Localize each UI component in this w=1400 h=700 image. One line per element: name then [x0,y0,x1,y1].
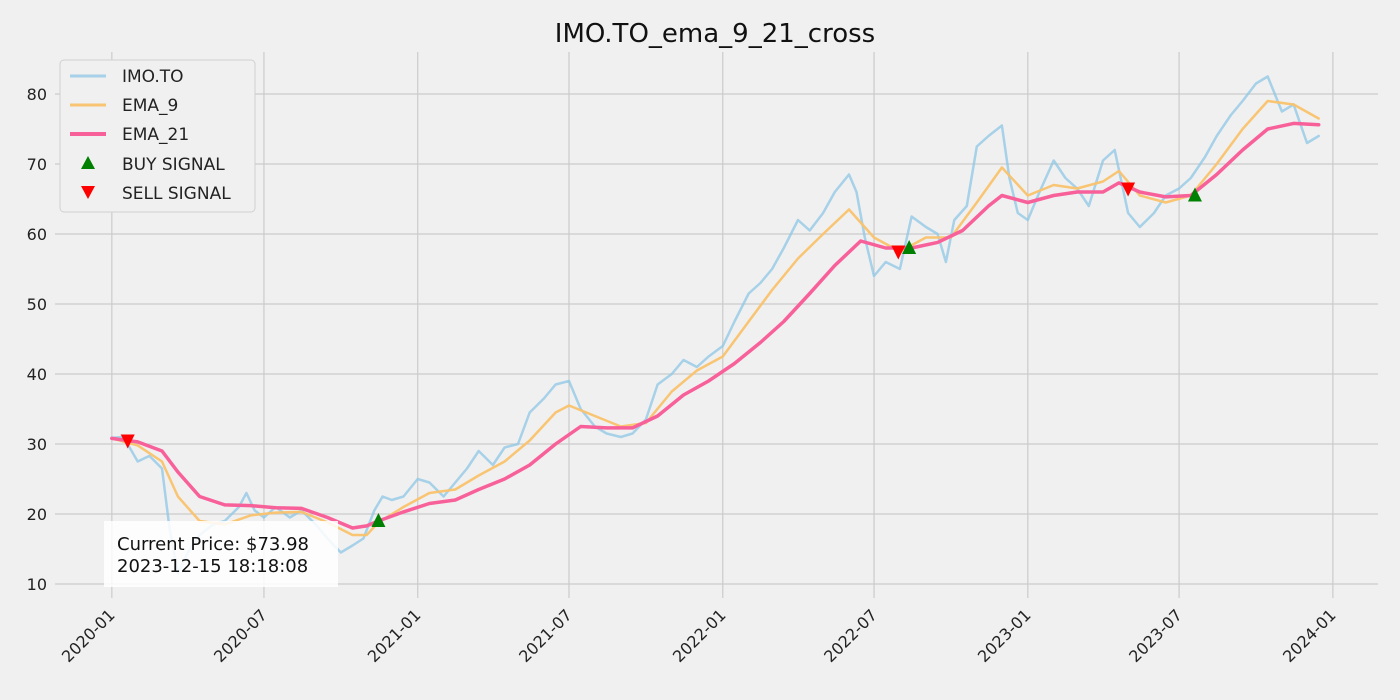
current-price-annotation: Current Price: $73.98 2023-12-15 18:18:0… [104,521,338,587]
y-tick-label: 20 [27,505,47,524]
legend-box [59,59,256,213]
buy-signal-marker [902,240,917,254]
legend: IMO.TO EMA_9 EMA_21 BUY SIGNAL SELL SIGN… [59,59,256,213]
legend-label-sell: SELL SIGNAL [122,184,231,204]
sell-signal-marker [120,434,135,449]
y-axis-ticks: 10 20 30 40 50 60 70 80 [27,85,47,594]
buy-signal-marker [371,513,386,527]
signal-markers [120,182,1202,527]
legend-label-imo: IMO.TO [122,67,184,87]
annotation-box [104,521,338,587]
y-tick-label: 50 [27,295,47,314]
y-tick-label: 30 [27,435,47,454]
ema-21-line [110,121,1321,530]
buy-signal-marker [1187,187,1202,202]
chart-title: IMO.TO_ema_9_21_cross [555,19,875,49]
legend-label-ema21: EMA_21 [122,125,189,145]
legend-label-buy: BUY SIGNAL [122,155,225,175]
y-tick-label: 10 [27,575,47,594]
sell-signal-marker [891,245,906,260]
current-price-text: Current Price: $73.98 [117,534,309,555]
series-lines [110,75,1321,575]
y-tick-label: 80 [27,85,47,104]
legend-sell-marker [81,186,95,199]
legend-label-ema9: EMA_9 [122,96,178,116]
sell-signal-marker [1121,182,1136,197]
ema-9-line [110,99,1320,537]
y-tick-label: 60 [27,225,47,244]
timestamp-text: 2023-12-15 18:18:08 [117,556,308,577]
legend-buy-marker [81,156,95,169]
y-tick-label: 70 [27,155,47,174]
y-tick-label: 40 [27,365,47,384]
